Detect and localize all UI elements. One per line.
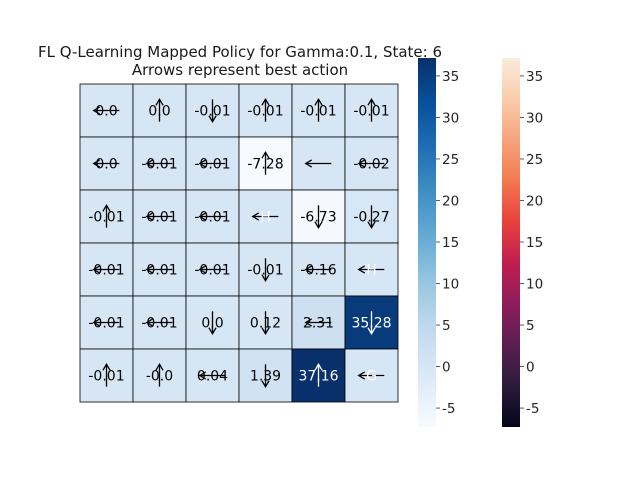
policy-arrow-left: [251, 212, 279, 221]
cell-value-label: -7.28: [247, 157, 283, 173]
policy-arrow-up: [102, 204, 111, 228]
policy-arrow-left: [304, 318, 332, 327]
chart-subtitle: Arrows represent best action: [131, 61, 349, 79]
colorbar-tick-label: 35: [526, 69, 543, 85]
cell-value-label: -0.16: [300, 263, 336, 279]
policy-arrow-up: [261, 98, 270, 122]
policy-arrow-up: [155, 98, 164, 122]
cell-value-label: -0.02: [353, 157, 389, 173]
colorbar-tick-label: 15: [526, 235, 543, 251]
policy-arrow-up: [155, 363, 164, 387]
colorbar-tick-label: 30: [442, 110, 459, 126]
cell-value-label: -0.01: [88, 369, 124, 385]
cell-value-label: -0.01: [194, 157, 230, 173]
policy-arrow-left: [145, 265, 173, 274]
policy-arrow-down: [261, 311, 270, 335]
colorbar-blues: -5 0 5 10 15 20 25 30 35: [418, 58, 459, 427]
colorbar-tick-label: 35: [442, 69, 459, 85]
cell-state-label: H: [366, 263, 377, 279]
cell-value-label: -6.73: [300, 210, 336, 226]
policy-arrow-left: [198, 265, 226, 274]
policy-arrow-up: [314, 98, 323, 122]
policy-arrow-left: [357, 265, 385, 274]
cell-value-label: -0.01: [194, 263, 230, 279]
cell-value-label: -0.01: [353, 104, 389, 120]
colorbar-tick-label: 15: [442, 235, 459, 251]
cell-value-label: 37.16: [298, 369, 338, 385]
colorbar-rocket: -5 0 5 10 15 20 25 30 35: [502, 58, 543, 427]
colorbar-tick-label: 25: [442, 152, 459, 168]
policy-arrow-left: [357, 371, 385, 380]
policy-arrow-up: [261, 151, 270, 175]
colorbar-tick-label: 30: [526, 110, 543, 126]
policy-arrow-left: [304, 159, 332, 168]
cell-value-label: 0.0: [148, 104, 170, 120]
cell-value-label: 0.0: [95, 104, 117, 120]
cell-value-label: -0.01: [141, 210, 177, 226]
policy-arrow-down: [367, 311, 376, 335]
policy-arrow-down: [314, 205, 323, 229]
cell-state-label: G: [366, 369, 377, 385]
cell-state-label: H: [260, 210, 271, 226]
colorbar-gradient: [418, 58, 436, 427]
policy-arrow-left: [92, 265, 120, 274]
cell-value-label: -0.01: [141, 316, 177, 332]
policy-arrow-left: [145, 212, 173, 221]
colorbar-tick-label: -5: [442, 401, 455, 417]
cell-value-label: 2.31: [303, 316, 334, 332]
policy-arrow-down: [261, 364, 270, 388]
policy-arrow-left: [198, 371, 226, 380]
cell-value-label: 0.0: [95, 157, 117, 173]
cell-value-label: -0.0: [146, 369, 173, 385]
cell-value-label: -0.01: [194, 210, 230, 226]
policy-arrow-up: [102, 363, 111, 387]
colorbar-tick-label: 10: [442, 277, 459, 293]
policy-arrow-up: [367, 98, 376, 122]
policy-arrow-left: [145, 159, 173, 168]
cell-value-label: -0.01: [247, 104, 283, 120]
cell-value-label: -0.01: [88, 210, 124, 226]
cell-value-label: 35.28: [351, 316, 391, 332]
colorbar-tick-label: -5: [526, 401, 539, 417]
policy-arrow-down: [367, 205, 376, 229]
colorbar-gradient: [502, 58, 520, 427]
colorbar-tick-label: 5: [526, 318, 535, 334]
cell-value-label: -0.01: [194, 104, 230, 120]
heatmap-cells: 0.0 0.0 -0.01 -0.01 -0.01 -0.01 0.0 -0.01 -0.01 -…: [79, 83, 399, 403]
policy-arrow-left: [198, 212, 226, 221]
cell-value-label: -0.01: [300, 104, 336, 120]
policy-arrow-left: [92, 159, 120, 168]
cell-value-label: 0.0: [201, 316, 223, 332]
colorbar-tick-label: 20: [442, 193, 459, 209]
colorbar-tick-label: 0: [442, 360, 451, 376]
policy-arrow-down: [208, 311, 217, 335]
policy-arrow-left: [198, 159, 226, 168]
policy-arrow-down: [208, 99, 217, 123]
policy-arrow-left: [304, 265, 332, 274]
colorbar-tick-label: 5: [442, 318, 451, 334]
cell-value-label: -0.01: [247, 263, 283, 279]
colorbar-tick-label: 0: [526, 360, 535, 376]
cell-value-label: -0.27: [353, 210, 389, 226]
cell-value-label: -0.01: [88, 316, 124, 332]
cell-value-label: 0.12: [250, 316, 281, 332]
cell-value-label: -0.01: [88, 263, 124, 279]
cell-value-label: 0.04: [197, 369, 228, 385]
cell-value-label: 1.39: [250, 369, 281, 385]
policy-arrow-up: [314, 363, 323, 387]
policy-arrow-left: [92, 318, 120, 327]
colorbar-tick-label: 25: [526, 152, 543, 168]
chart-title: FL Q-Learning Mapped Policy for Gamma:0.…: [37, 43, 443, 61]
policy-arrow-left: [357, 159, 385, 168]
colorbar-tick-label: 20: [526, 193, 543, 209]
cell-value-label: -0.01: [141, 157, 177, 173]
policy-arrow-left: [145, 318, 173, 327]
colorbar-tick-label: 10: [526, 277, 543, 293]
policy-arrow-down: [261, 258, 270, 282]
cell-value-label: -0.01: [141, 263, 177, 279]
policy-arrow-left: [92, 106, 120, 115]
